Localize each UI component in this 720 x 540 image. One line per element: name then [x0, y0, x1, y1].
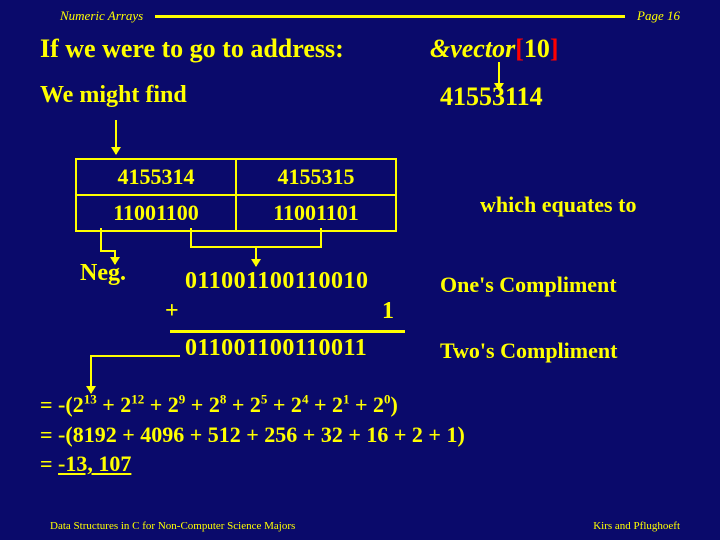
footer: Data Structures in C for Non-Computer Sc… — [0, 520, 720, 532]
twos-complement-binary: 011001100110011 — [185, 335, 367, 362]
exp-12: 12 — [131, 392, 144, 407]
conn-v3 — [90, 355, 92, 385]
cell-bin-1: 11001100 — [76, 195, 236, 231]
eq-line2: = -(8192 + 4096 + 512 + 256 + 32 + 16 + … — [40, 420, 465, 450]
sum-rule — [170, 330, 405, 333]
add-one: 1 — [382, 298, 394, 325]
which-equates-label: which equates to — [480, 192, 636, 218]
footer-left: Data Structures in C for Non-Computer Sc… — [50, 520, 295, 532]
conn-v2b — [320, 228, 322, 246]
eq-line3: = -13, 107 — [40, 449, 465, 479]
ones-complement-label: One's Compliment — [440, 272, 617, 298]
eq1-pre: = -(2 — [40, 392, 84, 417]
exp-13: 13 — [84, 392, 97, 407]
header-page: Page 16 — [637, 8, 680, 24]
p2-3: + 2 — [185, 392, 220, 417]
equation-block: = -(213 + 212 + 29 + 28 + 25 + 24 + 21 +… — [40, 390, 465, 479]
footer-right: Kirs and Pflughoeft — [593, 520, 680, 532]
memory-table: 4155314 4155315 11001100 11001101 — [75, 158, 397, 232]
conn-v1 — [100, 228, 102, 250]
might-find-text: We might find — [40, 82, 187, 108]
twos-complement-label: Two's Compliment — [440, 338, 617, 364]
conn-h3 — [90, 355, 180, 357]
ones-complement-binary: 011001100110010 — [185, 268, 369, 295]
vector-name: &vector — [430, 34, 515, 63]
arrow-to-bin — [255, 246, 257, 266]
header-topic: Numeric Arrays — [60, 8, 143, 24]
eq3-pre: = — [40, 451, 58, 476]
bracket-open: [ — [515, 34, 524, 63]
bracket-close: ] — [550, 34, 559, 63]
neg-label: Neg. — [80, 260, 126, 287]
p2-7: + 2 — [349, 392, 384, 417]
line-address: If we were to go to address: &vector[10] — [0, 28, 720, 64]
vector-expression: &vector[10] — [430, 34, 559, 64]
eq3-result: -13, 107 — [58, 451, 131, 476]
p2-5: + 2 — [267, 392, 302, 417]
vector-index: 10 — [524, 34, 550, 63]
arrow-find-to-table — [115, 120, 117, 154]
cell-bin-2: 11001101 — [236, 195, 396, 231]
address-text: If we were to go to address: — [40, 34, 344, 63]
cell-addr-1: 4155314 — [76, 159, 236, 195]
eq1-post: ) — [391, 392, 398, 417]
eq-line1: = -(213 + 212 + 29 + 28 + 25 + 24 + 21 +… — [40, 390, 465, 420]
p2-2: + 2 — [144, 392, 179, 417]
p2-1: + 2 — [97, 392, 132, 417]
line-might-find: We might find 41553114 — [0, 64, 720, 109]
conn-v2a — [190, 228, 192, 246]
p2-4: + 2 — [226, 392, 261, 417]
value-41553114: 41553114 — [440, 82, 543, 112]
conn-h1 — [100, 250, 115, 252]
header-rule — [155, 15, 625, 18]
p2-6: + 2 — [308, 392, 343, 417]
complement-block: 011001100110010 + 1 011001100110011 — [170, 268, 405, 365]
plus-sign: + — [165, 298, 179, 325]
cell-addr-2: 4155315 — [236, 159, 396, 195]
